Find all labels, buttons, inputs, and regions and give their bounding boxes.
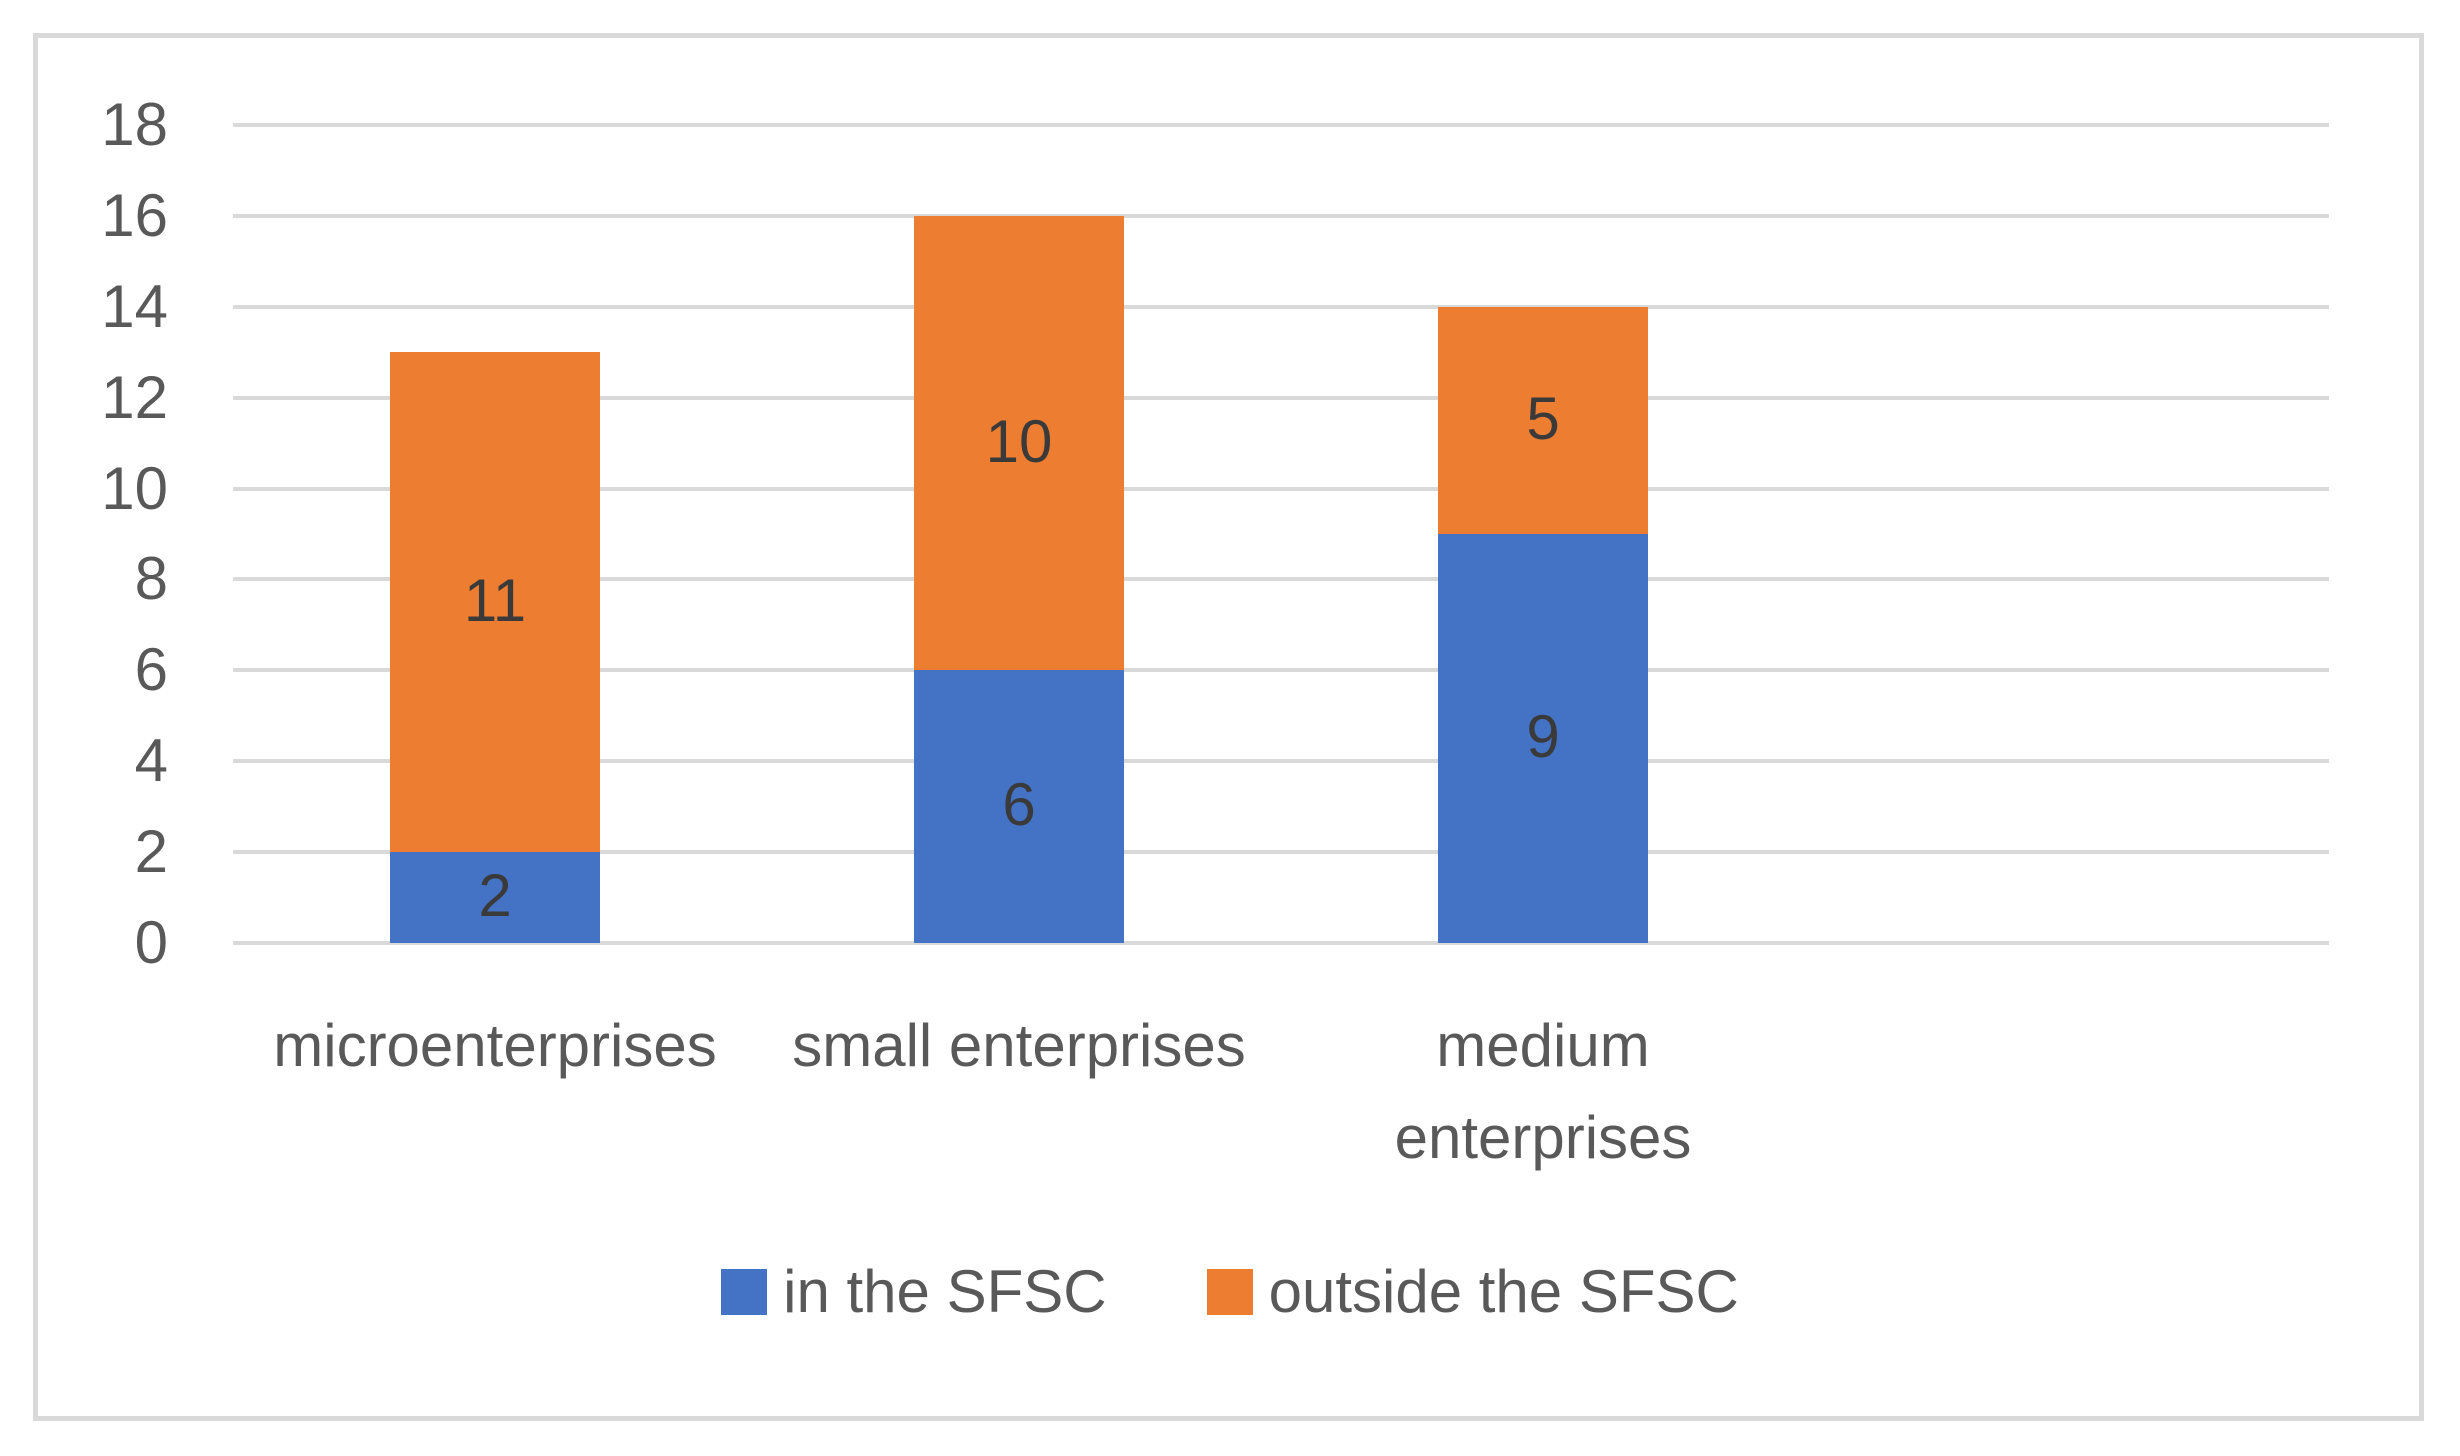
bar-segment-in-the-sfsc-2: 6	[914, 670, 1124, 943]
y-tick-label-14: 14	[101, 272, 168, 340]
data-label: 9	[1526, 703, 1560, 771]
gridline-y0	[233, 941, 2329, 945]
legend-item-in-the-sfsc: in the SFSC	[721, 1258, 1107, 1325]
bar-segment-outside-the-sfsc-3: 5	[1438, 307, 1648, 534]
data-label: 6	[1002, 771, 1036, 839]
gridline-y18	[233, 123, 2329, 127]
legend-item-outside-the-sfsc: outside the SFSC	[1206, 1258, 1739, 1325]
legend-label: in the SFSC	[783, 1258, 1107, 1325]
y-tick-label-16: 16	[101, 181, 168, 249]
y-tick-label-8: 8	[134, 545, 168, 613]
bar-segment-in-the-sfsc-3: 9	[1438, 534, 1648, 943]
gridline-y4	[233, 759, 2329, 764]
y-tick-label-18: 18	[101, 91, 168, 158]
gridline-y8	[233, 577, 2329, 582]
bar-segment-outside-the-sfsc-2: 10	[914, 216, 1124, 670]
gridline-y14	[233, 304, 2329, 309]
y-tick-label-0: 0	[134, 909, 168, 976]
data-label: 10	[985, 408, 1053, 476]
legend-swatch-icon	[721, 1269, 768, 1315]
legend: in the SFSC outside the SFSC	[0, 1260, 2460, 1324]
y-tick-label-6: 6	[134, 636, 168, 704]
gridline-y10	[233, 486, 2329, 491]
y-tick-label-2: 2	[134, 818, 168, 886]
y-tick-label-12: 12	[101, 363, 168, 431]
gridline-y12	[233, 395, 2329, 400]
data-label: 5	[1526, 385, 1560, 453]
x-category-label-2: small enterprises	[792, 1012, 1246, 1079]
bar-segment-in-the-sfsc-1: 2	[390, 852, 600, 943]
x-category-label-1: microenterprises	[273, 1012, 717, 1079]
data-label: 11	[463, 566, 527, 634]
gridline-y6	[233, 668, 2329, 673]
legend-swatch-icon	[1206, 1269, 1253, 1315]
gridline-y16	[233, 213, 2329, 218]
legend-label: outside the SFSC	[1268, 1258, 1739, 1325]
data-label: 2	[478, 862, 512, 930]
x-category-label-3: medium enterprises	[1394, 1012, 1692, 1171]
gridline-y2	[233, 850, 2329, 855]
y-tick-label-10: 10	[101, 454, 168, 522]
bar-segment-outside-the-sfsc-1: 11	[390, 352, 600, 852]
y-tick-label-4: 4	[134, 727, 168, 795]
